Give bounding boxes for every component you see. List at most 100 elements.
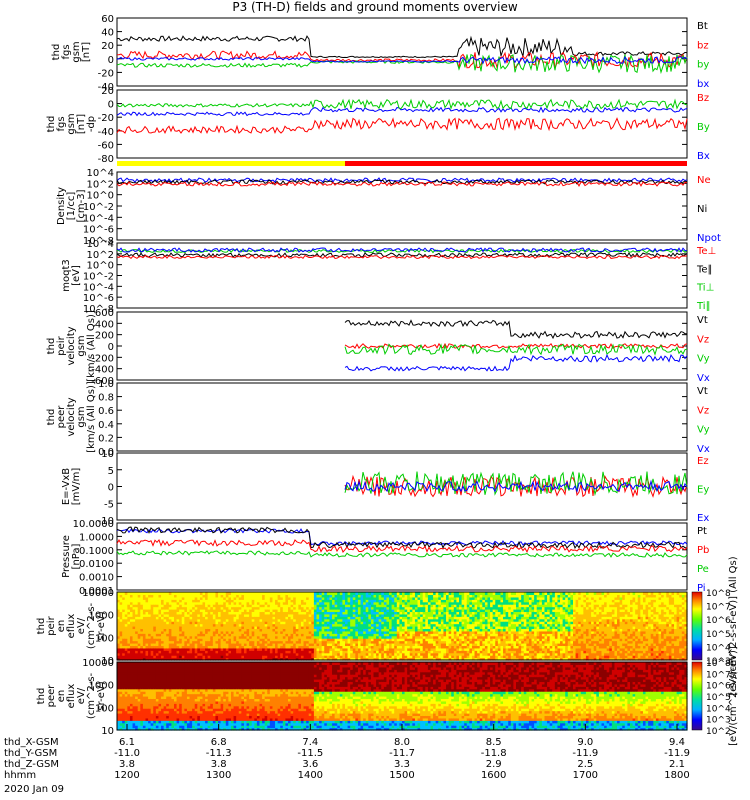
spectrogram-cell	[414, 604, 419, 608]
spectrogram-cell	[236, 606, 240, 610]
spectrogram-cell	[523, 618, 527, 622]
spectrogram-cell	[383, 606, 388, 610]
spectrogram-cell	[186, 616, 191, 620]
spectrogram-cell	[446, 621, 450, 625]
spectrogram-cell	[484, 633, 489, 637]
spectrogram-cell	[161, 633, 165, 637]
spectrogram-cell	[127, 652, 131, 656]
y-tick-label: -40	[98, 82, 114, 93]
spectrogram-cell	[521, 592, 525, 596]
spectrogram-cell	[451, 645, 455, 649]
spectrogram-cell	[347, 623, 351, 627]
spectrogram-cell	[308, 594, 312, 598]
spectrogram-cell	[355, 592, 359, 596]
spectrogram-cell	[420, 643, 424, 647]
spectrogram-cell	[453, 623, 458, 627]
spectrogram-cell	[521, 606, 525, 610]
spectrogram-cell	[381, 594, 385, 598]
spectrogram-cell	[313, 604, 318, 608]
spectrogram-cell	[337, 655, 341, 659]
spectrogram-cell	[435, 611, 439, 615]
spectrogram-cell	[298, 652, 302, 656]
spectrogram-cell	[453, 635, 458, 639]
y-axis-label-line: [nPa]	[71, 543, 82, 569]
spectrogram-cell	[194, 628, 198, 632]
spectrogram-cell	[396, 623, 401, 627]
spectrogram-cell	[389, 604, 393, 608]
spectrogram-cell	[355, 621, 359, 625]
spectrogram-cell	[140, 650, 144, 654]
spectrogram-cell	[124, 616, 128, 620]
spectrogram-cell	[456, 630, 460, 634]
spectrogram-cell	[394, 623, 398, 627]
spectrogram-cell	[342, 626, 346, 630]
spectrogram-cell	[174, 633, 178, 637]
spectrogram-cell	[174, 643, 178, 647]
spectrogram-cell	[298, 633, 302, 637]
spectrogram-cell	[399, 643, 403, 647]
spectrogram-cell	[117, 611, 121, 615]
spectrogram-cell	[282, 647, 287, 651]
spectrogram-cell	[210, 618, 214, 622]
spectrogram-cell	[383, 616, 388, 620]
spectrogram-cell	[484, 604, 489, 608]
spectrogram-cell	[218, 630, 222, 634]
spectrogram-cell	[288, 643, 292, 647]
spectrogram-cell	[132, 655, 136, 659]
spectrogram-cell	[474, 596, 478, 600]
spectrogram-cell	[153, 657, 157, 661]
spectrogram-cell	[148, 652, 152, 656]
spectrogram-cell	[300, 628, 305, 632]
spectrogram-cell	[293, 596, 297, 600]
spectrogram-cell	[298, 628, 302, 632]
spectrogram-cell	[334, 616, 338, 620]
spectrogram-cell	[490, 645, 494, 649]
spectrogram-cell	[399, 623, 403, 627]
spectrogram-cell	[414, 626, 419, 630]
spectrogram-cell	[409, 609, 413, 613]
spectrogram-cell	[352, 606, 356, 610]
spectrogram-cell	[192, 592, 196, 596]
spectrogram-cell	[210, 592, 214, 596]
spectrogram-cell	[368, 630, 372, 634]
spectrogram-cell	[290, 596, 294, 600]
spectrogram-cell	[368, 643, 372, 647]
spectrogram-cell	[552, 657, 556, 661]
spectrogram-cell	[290, 599, 294, 603]
spectrogram-cell	[316, 655, 320, 659]
spectrogram-cell	[386, 623, 390, 627]
spectrogram-cell	[166, 638, 170, 642]
spectrogram-cell	[337, 640, 341, 644]
spectrogram-cell	[135, 618, 139, 622]
spectrogram-cell	[158, 647, 162, 651]
series-line	[116, 98, 688, 110]
y-axis-label-line: [km/s (All Qs)]	[86, 381, 97, 453]
spectrogram-cell	[295, 616, 299, 620]
spectrogram-cell	[148, 623, 152, 627]
spectrogram-cell	[539, 645, 543, 649]
spectrogram-cell	[471, 643, 476, 647]
spectrogram-cell	[440, 611, 445, 615]
spectrogram-cell	[155, 645, 160, 649]
y-axis-label-line: Density	[56, 187, 67, 225]
spectrogram-cell	[456, 613, 460, 617]
spectrogram-cell	[316, 650, 320, 654]
spectrogram-cell	[505, 655, 509, 659]
spectrogram-cell	[477, 650, 481, 654]
spectrogram-cell	[531, 638, 535, 642]
spectrogram-cell	[469, 626, 473, 630]
spectrogram-cell	[402, 618, 406, 622]
spectrogram-cell	[339, 628, 344, 632]
y-tick-label: 10^-8	[83, 236, 114, 247]
spectrogram-cell	[440, 616, 445, 620]
spectrogram-cell	[412, 623, 416, 627]
spectrogram-cell	[376, 604, 380, 608]
spectrogram-cell	[531, 655, 535, 659]
spectrogram-cell	[438, 643, 442, 647]
spectrogram-cell	[469, 633, 473, 637]
spectrogram-cell	[189, 635, 193, 639]
spectrogram-cell	[505, 606, 509, 610]
spectrogram-cell	[368, 633, 372, 637]
spectrogram-cell	[199, 626, 204, 630]
spectrogram-cell	[492, 645, 496, 649]
